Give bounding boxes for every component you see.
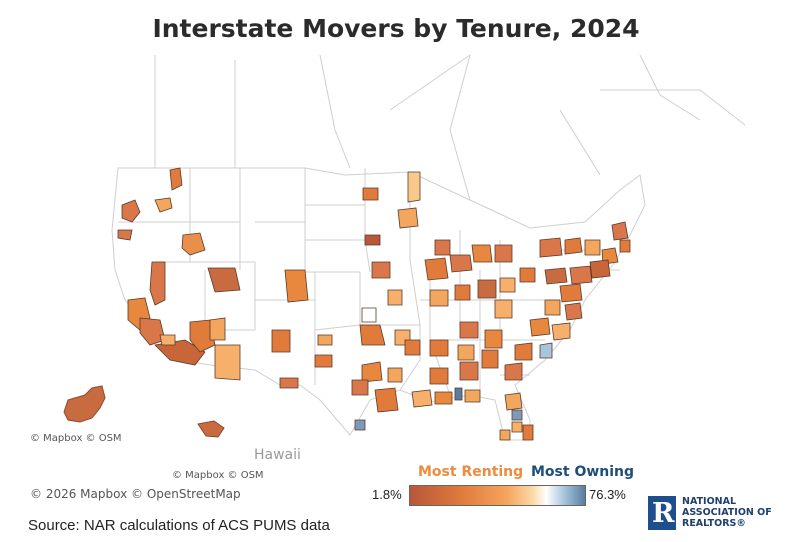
metro-area (494, 299, 513, 319)
metro-area (407, 171, 421, 203)
metro-area (569, 265, 593, 285)
source-note: Source: NAR calculations of ACS PUMS dat… (28, 517, 330, 534)
metro-area (434, 239, 451, 256)
metro-area (139, 317, 166, 346)
metro-area (404, 339, 421, 356)
metro-area (477, 279, 497, 299)
nar-logo: R NATIONAL ASSOCIATION OF REALTORS® (648, 494, 790, 534)
metro-area (361, 361, 383, 383)
alaska-inset (63, 385, 106, 423)
hawaii-inset (197, 420, 225, 438)
canada-borders (154, 54, 746, 201)
metro-area (159, 334, 176, 346)
metro-area (429, 339, 449, 357)
metro-area (559, 283, 583, 303)
metro-area (481, 349, 499, 369)
metro-area (279, 377, 299, 389)
legend-min-value: 1.8% (372, 487, 402, 502)
metro-area (117, 229, 133, 241)
metro-area (504, 362, 523, 381)
metro-area (499, 277, 516, 293)
legend-owning-label: Most Owning (531, 464, 635, 480)
metro-area (121, 199, 141, 223)
metro-area (434, 391, 453, 405)
metro-area (364, 234, 381, 246)
metro-area (494, 244, 513, 263)
map-attribution-alaska[interactable]: © Mapbox © OSM (30, 433, 122, 444)
metro-area (209, 317, 226, 341)
metro-area (464, 389, 481, 403)
realtor-r-icon: R (648, 496, 676, 530)
metro-areas (117, 167, 631, 441)
metro-area (371, 261, 391, 279)
metro-area (539, 342, 553, 359)
metro-area (429, 289, 449, 307)
metro-area (529, 317, 551, 337)
metro-area (457, 344, 475, 361)
metro-area (351, 379, 369, 396)
metro-area (387, 289, 403, 306)
metro-area (522, 424, 534, 441)
metro-area (149, 261, 166, 306)
metro-area (214, 344, 241, 381)
metro-area (454, 284, 471, 301)
metro-area (314, 354, 333, 368)
metro-area (544, 267, 568, 285)
legend-renting-label: Most Renting (418, 464, 524, 480)
metro-area (504, 392, 523, 411)
legend-color-scale (409, 485, 586, 506)
metro-area (539, 237, 563, 258)
metro-area (564, 302, 583, 321)
metro-area (454, 387, 463, 401)
metro-area (449, 254, 473, 273)
logo-text: NATIONAL ASSOCIATION OF REALTORS® (682, 496, 772, 529)
metro-area (154, 197, 173, 213)
metro-area (619, 239, 631, 253)
metro-area (359, 324, 386, 346)
metro-area (424, 257, 449, 281)
map-attribution-hawaii[interactable]: © Mapbox © OSM (172, 470, 264, 481)
metro-area (189, 319, 216, 353)
metro-area (564, 237, 583, 255)
choropleth-map[interactable] (0, 52, 792, 502)
metro-area (471, 244, 493, 263)
metro-area (154, 339, 206, 366)
metro-area (519, 267, 536, 283)
metro-area (271, 329, 291, 353)
metro-area (387, 367, 403, 383)
metro-area (584, 239, 601, 256)
page-title: Interstate Movers by Tenure, 2024 (152, 14, 640, 43)
metro-area (397, 207, 419, 229)
metro-area (429, 367, 449, 385)
metro-area (514, 342, 533, 361)
hawaii-label: Hawaii (254, 447, 301, 463)
metro-area (362, 187, 379, 201)
metro-area (317, 334, 333, 346)
metro-area (354, 419, 366, 431)
metro-area (544, 299, 561, 316)
metro-area (511, 409, 523, 421)
metro-area (459, 361, 479, 381)
metro-area (169, 167, 183, 191)
metro-area (611, 221, 629, 241)
map-attribution[interactable]: © 2026 Mapbox © OpenStreetMap (30, 487, 241, 501)
metro-area (207, 267, 241, 293)
metro-area (511, 421, 523, 433)
metro-area (284, 269, 309, 303)
metro-area (374, 387, 399, 413)
legend-max-value: 76.3% (589, 487, 626, 502)
metro-area (499, 429, 511, 441)
metro-area (484, 329, 503, 349)
metro-area (589, 259, 611, 279)
metro-area (411, 389, 433, 408)
metro-area (459, 321, 479, 339)
metro-area (551, 322, 571, 341)
metro-area (361, 307, 377, 323)
metro-area (181, 232, 206, 256)
